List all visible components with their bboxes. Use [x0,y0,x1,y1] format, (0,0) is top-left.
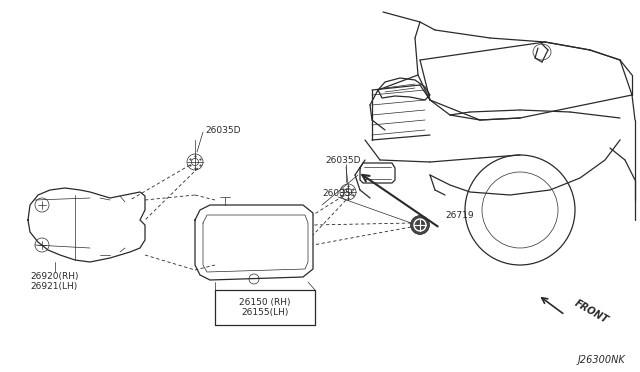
Text: 26035D: 26035D [325,155,361,164]
Text: 26035D: 26035D [205,125,241,135]
Text: 26921(LH): 26921(LH) [30,282,77,291]
Text: J26300NK: J26300NK [577,355,625,365]
Text: 26719: 26719 [445,211,474,219]
Text: 26150 (RH): 26150 (RH) [239,298,291,307]
Text: 26035I: 26035I [322,189,353,198]
Text: 26155(LH): 26155(LH) [241,308,289,317]
Text: 26920(RH): 26920(RH) [30,272,79,281]
Circle shape [411,216,429,234]
Text: FRONT: FRONT [573,298,610,326]
